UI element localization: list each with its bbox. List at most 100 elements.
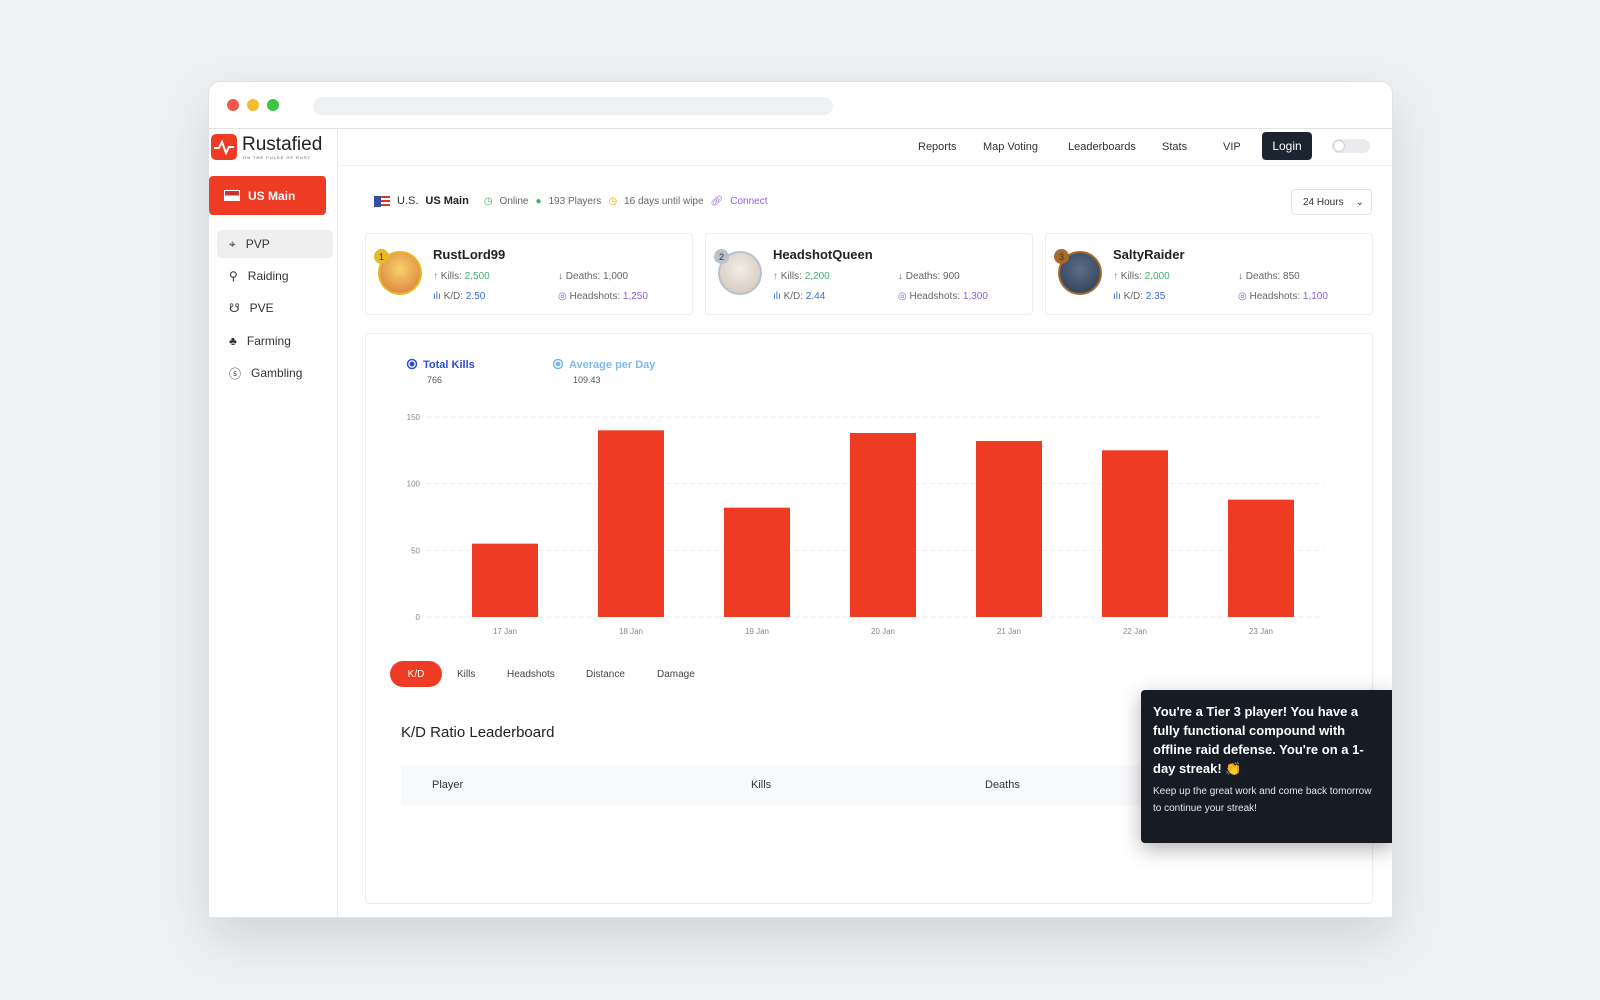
bar (472, 543, 538, 617)
sidebar-label: Raiding (247, 269, 289, 283)
y-tick-label: 50 (411, 546, 420, 555)
y-tick-label: 0 (416, 613, 421, 622)
logo-pulse (214, 139, 234, 156)
x-tick-label: 19 Jan (745, 627, 769, 636)
sidebar (209, 130, 338, 917)
server-name: US Main (425, 195, 469, 207)
nav-link[interactable]: Leaderboards (1068, 141, 1136, 153)
tab[interactable]: Damage (657, 669, 695, 680)
stat-value: Deaths: 1,000 (565, 271, 629, 282)
nav-link[interactable]: Reports (918, 141, 957, 153)
rank-badge: 3 (1054, 249, 1069, 264)
stat-label: Headshots: (909, 291, 961, 302)
tab[interactable]: Distance (586, 669, 625, 680)
player-headshots: ◎ Headshots: 1,300 (898, 291, 988, 302)
connect-link[interactable]: Connect (730, 195, 768, 207)
icon: ◷ (483, 195, 493, 207)
stat-label: K/D: (1123, 291, 1144, 302)
bar (976, 441, 1042, 617)
legend-label: Average per Day (569, 359, 656, 371)
sidebar-item[interactable]: ♣ Farming (217, 327, 333, 355)
icon: ● (535, 195, 542, 207)
icon: ☋ (229, 301, 240, 315)
server-button[interactable]: US Main (209, 176, 326, 215)
server-players: 193 Players (548, 195, 602, 207)
player-card[interactable]: 2 HeadshotQueen ↑ Kills: 2,200 ↓ Deaths:… (705, 233, 1033, 315)
icon: ⌖ (229, 236, 236, 251)
nav-link[interactable]: Map Voting (983, 141, 1039, 153)
bar (1102, 450, 1168, 617)
nav-link[interactable]: VIP (1223, 141, 1241, 153)
bar (598, 430, 664, 617)
stat-value: 1,250 (622, 291, 648, 302)
server-wipe: 16 days until wipe (624, 195, 704, 207)
browser-window: Rustafied ON THE PULSE OF RUST Reports M… (208, 81, 1393, 918)
chart: Total Kills 766 Average per Day 109.43 0 50 10… (407, 358, 1324, 636)
tab-active[interactable]: K/D (390, 661, 442, 687)
icon: ⚲ (229, 269, 238, 283)
time-range-select[interactable]: 24 Hours ⌄ (1291, 189, 1372, 215)
x-tick-label: 23 Jan (1249, 627, 1273, 636)
x-tick-label: 22 Jan (1123, 627, 1147, 636)
legend-marker (552, 358, 564, 370)
x-tick-label: 21 Jan (997, 627, 1021, 636)
stat-value: 2.44 (805, 291, 826, 302)
icon: 🔗︎ (710, 195, 724, 207)
legend-marker-dot (555, 361, 561, 367)
player-headshots: ◎ Headshots: 1,250 (558, 291, 648, 302)
stat-value: 1,300 (962, 291, 988, 302)
brand-tagline: ON THE PULSE OF RUST (243, 155, 311, 160)
x-tick-label: 17 Jan (493, 627, 517, 636)
player-kills: ↑ Kills: 2,000 (1113, 271, 1170, 282)
rank-badge: 2 (714, 249, 729, 264)
stat-label: Kills: (780, 271, 802, 282)
stat-label: Kills: (440, 271, 462, 282)
sidebar-label: Farming (246, 334, 291, 348)
stat-label: Headshots: (569, 291, 621, 302)
tab[interactable]: Headshots (507, 669, 555, 680)
player-deaths: ↓ Deaths: 1,000 (558, 271, 629, 282)
player-card[interactable]: 1 RustLord99 ↑ Kills: 2,500 ↓ Deaths: 1,… (365, 233, 693, 315)
server-button-label: US Main (248, 188, 296, 203)
x-tick-label: 18 Jan (619, 627, 643, 636)
stat-label: K/D: (783, 291, 804, 302)
stat-value: 2,000 (1144, 271, 1170, 282)
player-deaths: ↓ Deaths: 900 (898, 271, 960, 282)
minimize-dot[interactable] (247, 99, 259, 111)
sidebar-item[interactable]: ⌖ PVP (217, 230, 333, 258)
maximize-dot[interactable] (267, 99, 279, 111)
toast: You're a Tier 3 player! You have a fully… (1141, 690, 1392, 843)
player-card[interactable]: 3 SaltyRaider ↑ Kills: 2,000 ↓ Deaths: 8… (1045, 233, 1373, 315)
address-bar[interactable] (313, 97, 833, 115)
sidebar-item[interactable]: ⚲ Raiding (217, 262, 333, 290)
stat-value: 2,500 (464, 271, 490, 282)
theme-toggle[interactable] (1332, 139, 1370, 153)
server-info: U.S. US Main ◷ Online ● 193 Players ◷ 16 da… (374, 195, 768, 207)
player-kd: ılı K/D: 2.50 (433, 291, 486, 302)
column-header: Kills (751, 779, 772, 791)
tab[interactable]: Kills (457, 669, 476, 680)
sidebar-label: PVE (249, 301, 274, 315)
flag-icon (374, 195, 390, 207)
brand-name: Rustafied (242, 134, 323, 155)
column-header: Deaths (985, 779, 1020, 791)
player-kills: ↑ Kills: 2,500 (433, 271, 490, 282)
sidebar-item[interactable]: ⓢ Gambling (217, 359, 333, 387)
player-kills: ↑ Kills: 2,200 (773, 271, 830, 282)
flag-icon (224, 190, 240, 201)
close-dot[interactable] (227, 99, 239, 111)
legend-value: 109.43 (573, 375, 601, 385)
icon: ◷ (608, 195, 618, 207)
y-tick-label: 100 (407, 480, 421, 489)
toggle-knob (1334, 141, 1344, 151)
nav-link[interactable]: Stats (1162, 141, 1188, 153)
icon: ♣ (229, 334, 237, 348)
y-tick-label: 150 (407, 413, 421, 422)
sidebar-item[interactable]: ☋ PVE (217, 294, 333, 322)
login-button[interactable]: Login (1262, 132, 1312, 160)
legend-value: 766 (427, 375, 442, 385)
stat-value: 2,200 (804, 271, 830, 282)
avatar (718, 251, 762, 295)
icon: ⓢ (229, 366, 242, 381)
player-name: SaltyRaider (1113, 247, 1185, 262)
